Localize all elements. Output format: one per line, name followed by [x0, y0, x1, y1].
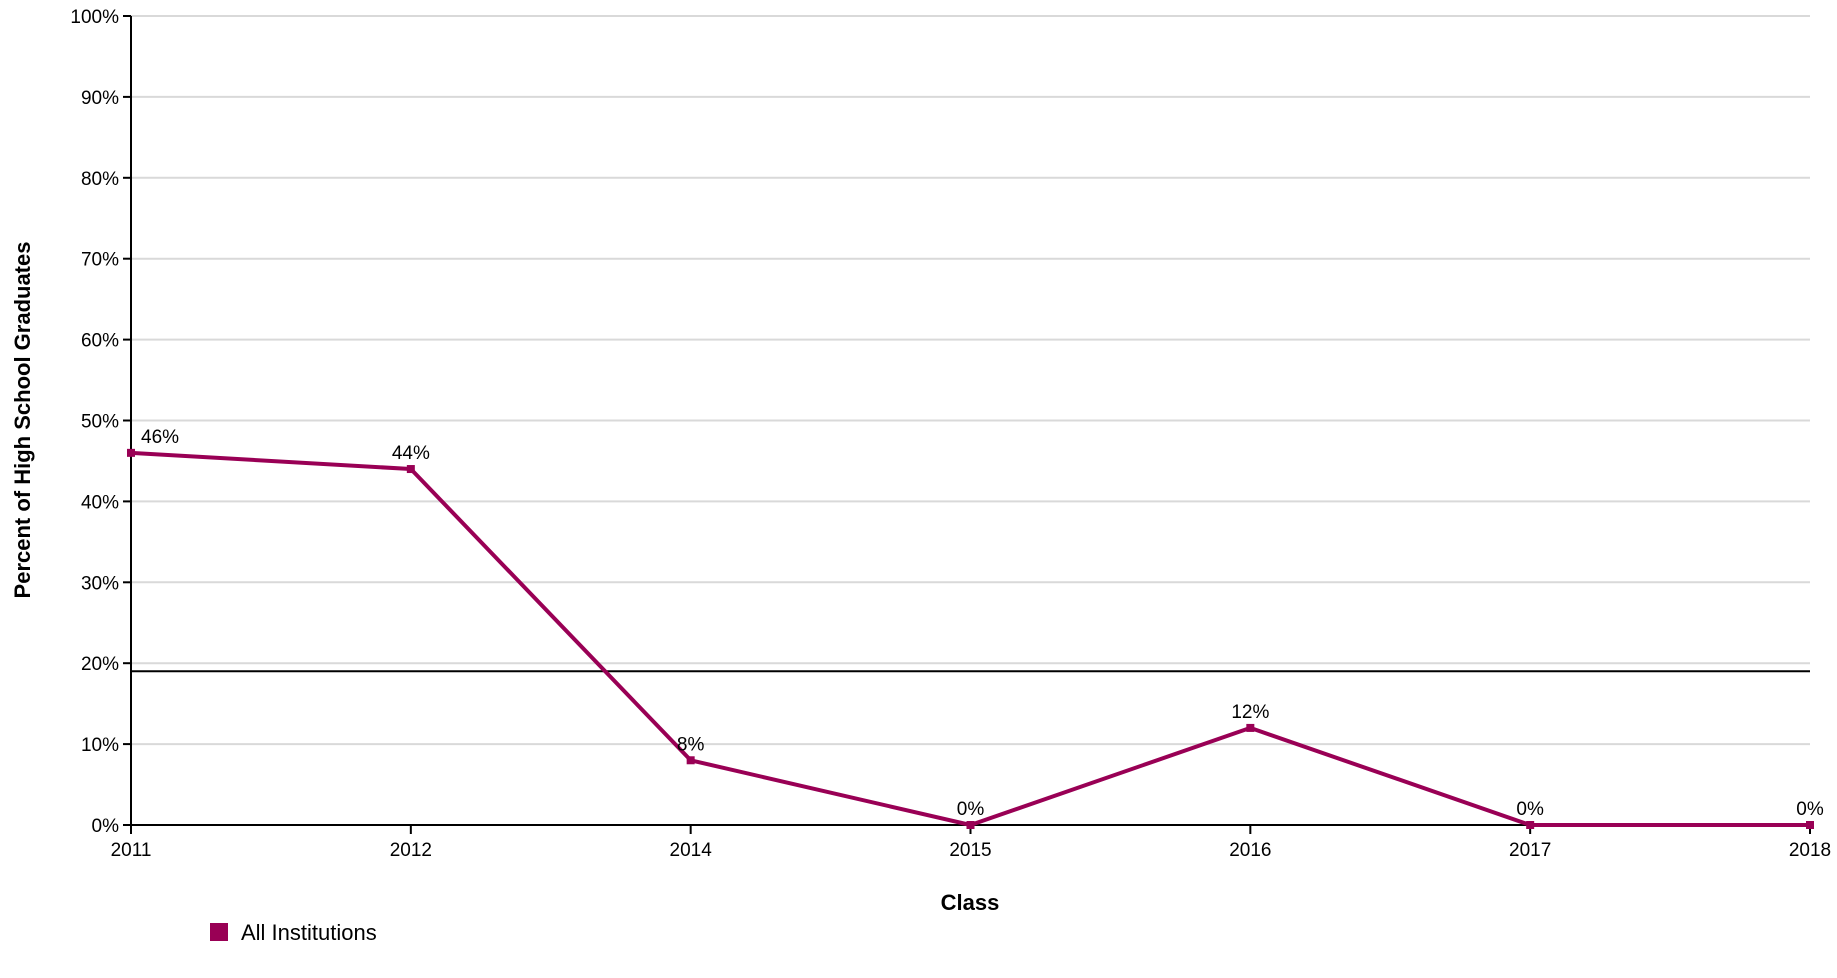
data-point: [127, 448, 135, 457]
y-tick-label: 80%: [81, 169, 119, 190]
data-point: [686, 756, 695, 765]
y-tick-label: 100%: [70, 7, 119, 28]
data-label: 0%: [957, 799, 985, 820]
y-axis-title: Percent of High School Graduates: [10, 242, 35, 599]
y-tick-label: 0%: [92, 816, 120, 837]
y-tick-label: 70%: [81, 250, 119, 271]
data-label: 44%: [392, 443, 430, 464]
data-label: 0%: [1796, 799, 1824, 820]
x-tick-label: 2012: [390, 840, 432, 861]
data-point: [1806, 821, 1814, 829]
y-tick-label: 60%: [81, 331, 119, 352]
x-tick-label: 2014: [670, 840, 713, 861]
series-line: [130, 450, 1810, 827]
y-tick-label: 10%: [81, 735, 119, 756]
x-tick-labels: 2011 2012 2014 2015 2016 2017 2018: [111, 825, 1831, 861]
data-point: [966, 821, 975, 829]
legend: All Institutions: [210, 920, 377, 945]
legend-swatch: [210, 923, 228, 941]
data-label: 0%: [1516, 799, 1544, 820]
data-point: [1526, 821, 1535, 829]
data-labels: 46% 44% 8% 0% 12% 0% 0%: [141, 427, 1824, 820]
x-tick-label: 2017: [1509, 840, 1551, 861]
x-tick-label: 2015: [949, 840, 991, 861]
y-tick-label: 40%: [81, 492, 119, 513]
data-point: [1246, 723, 1255, 732]
x-tick-label: 2018: [1789, 840, 1831, 861]
data-label: 46%: [141, 427, 179, 448]
y-tick-labels: 0% 10% 20% 30% 40% 50% 60% 70% 80% 90% 100%: [70, 7, 131, 837]
x-tick-label: 2016: [1229, 840, 1271, 861]
x-axis-title: Class: [941, 890, 1000, 915]
y-tick-label: 20%: [81, 654, 119, 675]
legend-label: All Institutions: [241, 920, 377, 945]
series-layer: [127, 448, 1814, 829]
y-tick-label: 50%: [81, 412, 119, 433]
data-label: 12%: [1231, 702, 1269, 723]
data-point: [406, 465, 415, 474]
grid-layer: [131, 15, 1810, 746]
data-label: 8%: [677, 734, 705, 755]
x-tick-label: 2011: [111, 840, 152, 861]
y-tick-label: 30%: [81, 573, 119, 594]
y-tick-label: 90%: [81, 88, 119, 109]
